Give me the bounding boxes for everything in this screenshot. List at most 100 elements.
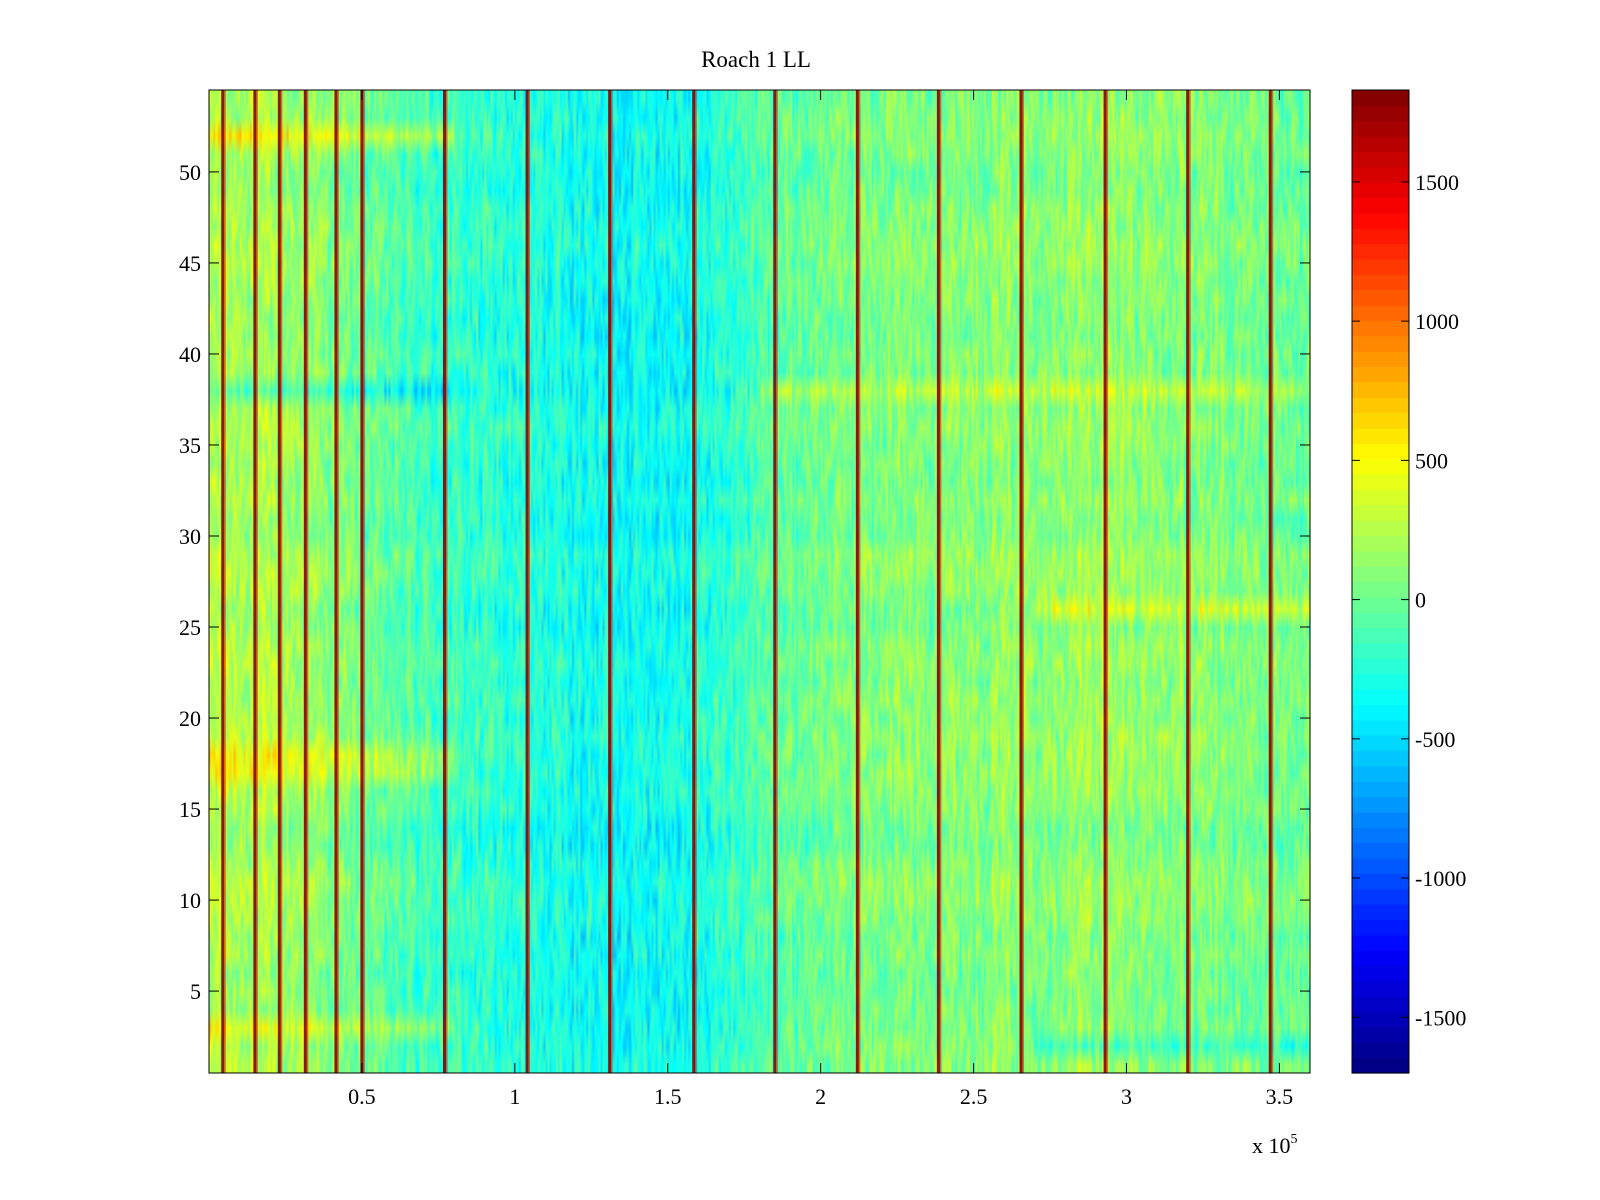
colorbar-band <box>1352 566 1409 583</box>
vertical-stripe-edge <box>939 90 942 1073</box>
x-tick-label: 2.5 <box>960 1084 988 1109</box>
colorbar-band <box>1352 811 1409 828</box>
y-tick-label: 15 <box>179 797 201 822</box>
colorbar-tick-label: 1000 <box>1415 309 1459 334</box>
heatmap-cells <box>209 90 1310 1073</box>
x-axis: 0.5 1 1.5 2 2.5 3 3.5 <box>348 90 1293 1109</box>
y-tick-label: 25 <box>179 615 201 640</box>
x-tick-label: 1.5 <box>654 1084 682 1109</box>
colorbar-band <box>1352 289 1409 306</box>
vertical-stripe <box>855 90 859 1073</box>
plot-frame <box>208 89 1311 1074</box>
colorbar-band <box>1352 166 1409 183</box>
colorbar-band <box>1352 550 1409 567</box>
colorbar-band <box>1352 719 1409 736</box>
colorbar-band <box>1352 1042 1409 1059</box>
vertical-stripe-edge <box>306 90 309 1073</box>
vertical-stripe <box>608 90 612 1073</box>
y-tick-label: 40 <box>179 342 201 367</box>
colorbar-band <box>1352 182 1409 199</box>
vertical-stripe-edge <box>256 90 258 1073</box>
vertical-stripe <box>692 90 696 1073</box>
colorbar-tick-label: 1500 <box>1415 170 1459 195</box>
colorbar-tick-label: -500 <box>1415 727 1455 752</box>
colorbar-band <box>1352 274 1409 291</box>
colorbar-gradient <box>1352 90 1409 1074</box>
colorbar-band <box>1352 1011 1409 1028</box>
vertical-stripe <box>253 90 257 1073</box>
colorbar-band <box>1352 581 1409 598</box>
x-tick-label: 0.5 <box>348 1084 376 1109</box>
colorbar-band <box>1352 765 1409 782</box>
colorbar-band <box>1352 642 1409 659</box>
vertical-stripe <box>1186 90 1190 1073</box>
vertical-stripe <box>277 90 281 1073</box>
vertical-stripe <box>525 90 529 1073</box>
y-tick-label: 35 <box>179 433 201 458</box>
colorbar-band <box>1352 397 1409 414</box>
y-tick-label: 5 <box>190 979 201 1004</box>
colorbar-band <box>1352 673 1409 690</box>
colorbar-band <box>1352 873 1409 890</box>
colorbar-band <box>1352 366 1409 383</box>
y-tick-label: 10 <box>179 888 201 913</box>
colorbar-band <box>1352 458 1409 475</box>
colorbar-tick-label: -1000 <box>1415 866 1466 891</box>
vertical-stripe-edge <box>611 90 613 1073</box>
colorbar: 1500 1000 500 0 -500 -1000 -1500 <box>1351 89 1466 1074</box>
colorbar-band <box>1352 136 1409 153</box>
colorbar-band <box>1352 980 1409 997</box>
vertical-stripe-edge <box>858 90 861 1073</box>
vertical-stripe <box>1019 90 1023 1073</box>
vertical-stripe <box>442 90 446 1073</box>
colorbar-tick-label: 0 <box>1415 588 1426 613</box>
colorbar-band <box>1352 258 1409 275</box>
chart-title: Roach 1 LL <box>701 47 811 72</box>
colorbar-band <box>1352 212 1409 229</box>
colorbar-tick-label: 500 <box>1415 448 1448 473</box>
colorbar-band <box>1352 105 1409 122</box>
colorbar-band <box>1352 934 1409 951</box>
colorbar-band <box>1352 520 1409 537</box>
vertical-stripe-edge <box>1189 90 1191 1073</box>
colorbar-band <box>1352 658 1409 675</box>
colorbar-ticks: 1500 1000 500 0 -500 -1000 -1500 <box>1352 170 1466 1030</box>
vertical-stripe-edge <box>337 90 339 1073</box>
vertical-stripe <box>334 90 338 1073</box>
colorbar-band <box>1352 335 1409 352</box>
vertical-stripes <box>221 90 1274 1073</box>
colorbar-band <box>1352 443 1409 460</box>
colorbar-band <box>1352 919 1409 936</box>
colorbar-band <box>1352 965 1409 982</box>
vertical-stripe <box>360 90 364 1073</box>
colorbar-band <box>1352 412 1409 429</box>
colorbar-band <box>1352 704 1409 721</box>
vertical-stripe <box>773 90 777 1073</box>
vertical-stripe <box>1268 90 1272 1073</box>
colorbar-band <box>1352 689 1409 705</box>
colorbar-band <box>1352 320 1409 337</box>
x-axis-multiplier-exponent: 5 <box>1291 1132 1298 1147</box>
y-tick-label: 30 <box>179 524 201 549</box>
x-tick-label: 2 <box>815 1084 826 1109</box>
vertical-stripe-edge <box>528 90 531 1073</box>
colorbar-band <box>1352 888 1409 905</box>
colorbar-band <box>1352 827 1409 844</box>
colorbar-band <box>1352 857 1409 874</box>
vertical-stripe <box>303 90 307 1073</box>
vertical-stripe <box>936 90 940 1073</box>
vertical-stripe-edge <box>1271 90 1274 1073</box>
colorbar-band <box>1352 427 1409 444</box>
colorbar-band <box>1352 197 1409 214</box>
heatmap-plot-area <box>208 89 1311 1074</box>
colorbar-band <box>1352 151 1409 168</box>
colorbar-band <box>1352 735 1409 752</box>
colorbar-band <box>1352 381 1409 398</box>
x-tick-label: 3.5 <box>1266 1084 1294 1109</box>
colorbar-band <box>1352 305 1409 321</box>
colorbar-tick-label: -1500 <box>1415 1005 1466 1030</box>
colorbar-band <box>1352 1057 1409 1074</box>
vertical-stripe-edge <box>224 90 226 1073</box>
x-axis-multiplier-base: x 10 <box>1252 1133 1291 1158</box>
